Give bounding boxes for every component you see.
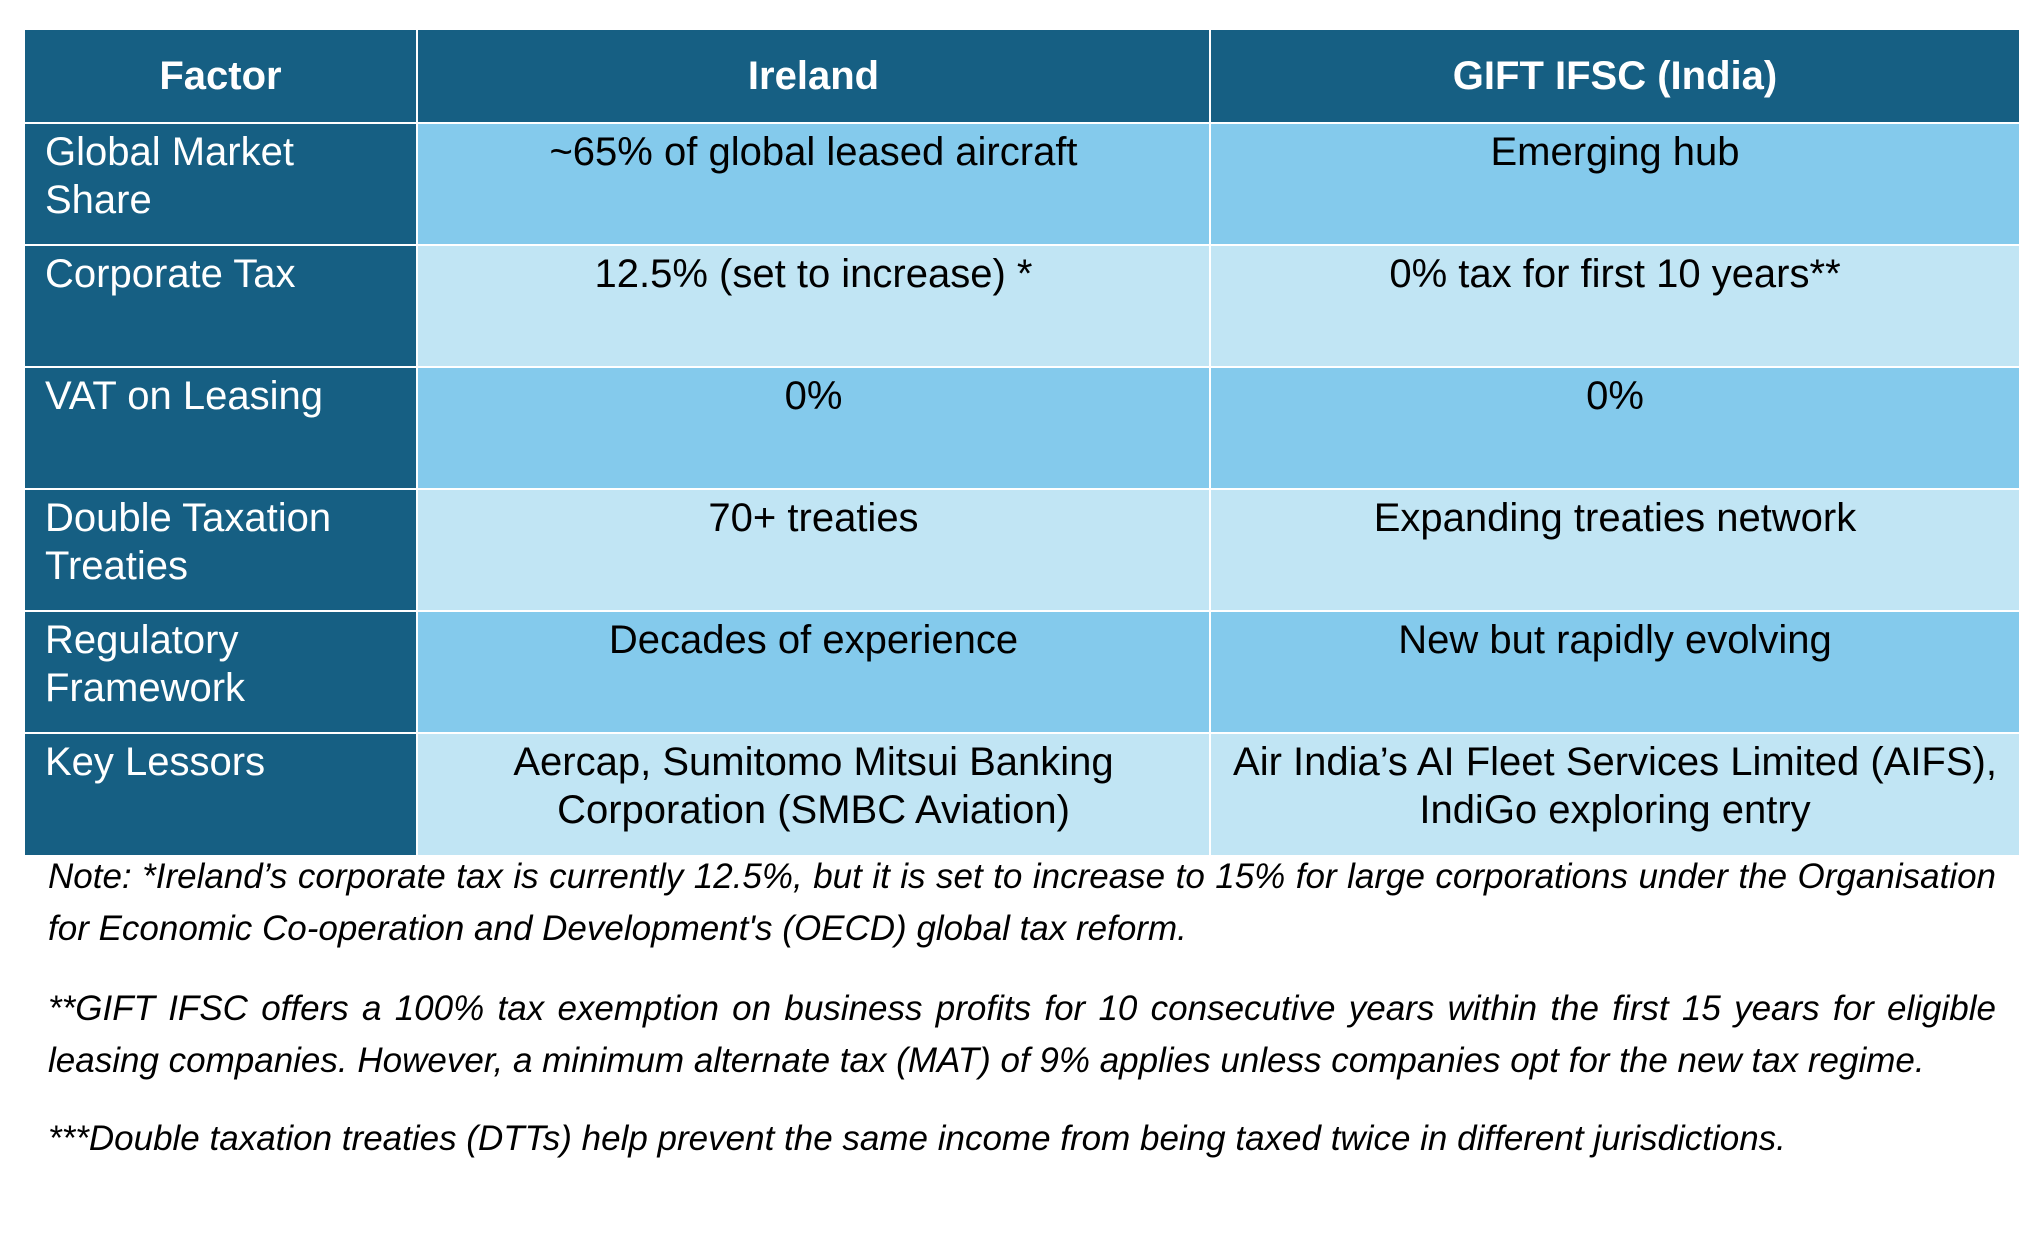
header-factor: Factor [25,30,418,124]
row-label: Corporate Tax [25,244,418,368]
table-row: VAT on Leasing 0% 0% [25,366,2019,490]
ireland-value: 0% [416,366,1211,490]
ireland-value: Aercap, Sumitomo Mitsui Banking Corporat… [416,732,1211,855]
header-gift-ifsc: GIFT IFSC (India) [1209,30,2019,124]
table-row: Global Market Share ~65% of global lease… [25,122,2019,246]
header-ireland: Ireland [416,30,1211,124]
table-row: Double Taxation Treaties 70+ treaties Ex… [25,488,2019,612]
comparison-table: Factor Ireland GIFT IFSC (India) Global … [25,30,2019,855]
gift-value: Expanding treaties network [1209,488,2019,612]
gift-value: 0% [1209,366,2019,490]
table-row: Regulatory Framework Decades of experien… [25,610,2019,734]
ireland-value: Decades of experience [416,610,1211,734]
row-label: Key Lessors [25,732,418,855]
gift-value: Air India’s AI Fleet Services Limited (A… [1209,732,2019,855]
comparison-table-container: Factor Ireland GIFT IFSC (India) Global … [25,30,2019,855]
ireland-value: 12.5% (set to increase) * [416,244,1211,368]
table-header-row: Factor Ireland GIFT IFSC (India) [25,30,2019,124]
row-label: Regulatory Framework [25,610,418,734]
footnote-gift-ifsc-exemption: **GIFT IFSC offers a 100% tax exemption … [48,989,1996,1080]
row-label: Double Taxation Treaties [25,488,418,612]
gift-value: Emerging hub [1209,122,2019,246]
ireland-value: ~65% of global leased aircraft [416,122,1211,246]
table-row: Corporate Tax 12.5% (set to increase) * … [25,244,2019,368]
gift-value: New but rapidly evolving [1209,610,2019,734]
footnotes: Note: *Ireland’s corporate tax is curren… [48,851,1996,1191]
table-row: Key Lessors Aercap, Sumitomo Mitsui Bank… [25,732,2019,855]
row-label: VAT on Leasing [25,366,418,490]
footnote-corporate-tax: Note: *Ireland’s corporate tax is curren… [48,857,1996,948]
footnote-double-taxation: ***Double taxation treaties (DTTs) help … [48,1119,1786,1158]
row-label: Global Market Share [25,122,418,246]
ireland-value: 70+ treaties [416,488,1211,612]
gift-value: 0% tax for first 10 years** [1209,244,2019,368]
